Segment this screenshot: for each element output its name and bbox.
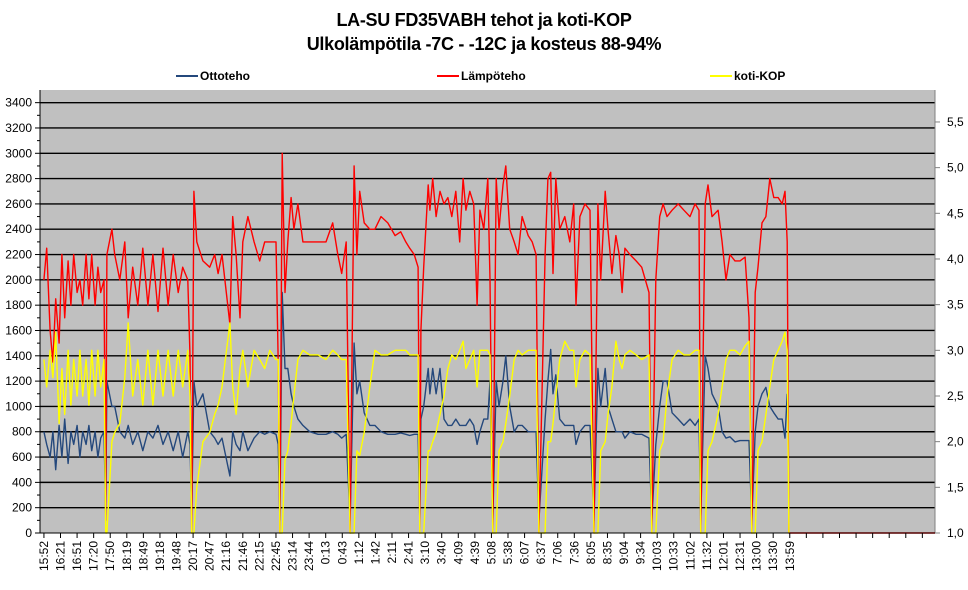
legend-label-koti-kop: koti-KOP xyxy=(734,69,786,83)
y-right-tick-label: 2,0 xyxy=(947,435,964,449)
x-tick-label: 8:35 xyxy=(600,541,614,565)
x-tick-label: 3:10 xyxy=(418,541,432,565)
x-tick-label: 10:03 xyxy=(650,541,664,571)
x-tick-label: 20:47 xyxy=(203,541,217,571)
y-right-tick-label: 1,5 xyxy=(947,480,964,494)
y-left-tick-label: 1400 xyxy=(5,349,32,363)
legend-item-ottoteho: Ottoteho xyxy=(176,69,250,83)
x-tick-label: 23:44 xyxy=(302,541,316,571)
legend-label-lampoteho: Lämpöteho xyxy=(461,69,526,83)
x-tick-label: 12:01 xyxy=(716,541,730,571)
x-tick-label: 15:52 xyxy=(37,541,51,571)
legend-item-lampoteho: Lämpöteho xyxy=(437,69,526,83)
x-tick-label: 10:33 xyxy=(667,541,681,571)
x-tick-label: 7:36 xyxy=(567,541,581,565)
x-tick-label: 3:40 xyxy=(435,541,449,565)
legend-swatch-lampoteho xyxy=(437,75,459,77)
x-tick-label: 20:17 xyxy=(186,541,200,571)
x-tick-label: 17:20 xyxy=(87,541,101,571)
x-tick-label: 22:15 xyxy=(252,541,266,571)
x-tick-label: 5:38 xyxy=(501,541,515,565)
x-tick-label: 8:05 xyxy=(584,541,598,565)
series-line-lampoteho xyxy=(43,152,935,534)
y-left-tick-label: 0 xyxy=(25,526,32,540)
y-left-tick-label: 2000 xyxy=(5,273,32,287)
x-tick-label: 13:30 xyxy=(766,541,780,571)
x-tick-label: 4:39 xyxy=(468,541,482,565)
x-tick-label: 6:37 xyxy=(534,541,548,565)
x-tick-label: 9:34 xyxy=(634,541,648,565)
x-tick-label: 21:46 xyxy=(236,541,250,571)
y-right-tick-label: 4,0 xyxy=(947,252,964,266)
x-tick-label: 1:42 xyxy=(368,541,382,565)
y-left-tick-label: 3000 xyxy=(5,146,32,160)
y-left-tick-label: 2400 xyxy=(5,222,32,236)
x-tick-label: 12:31 xyxy=(733,541,747,571)
y-right-tick-label: 1,0 xyxy=(947,526,964,540)
y-left-tick-label: 800 xyxy=(12,425,32,439)
y-left-tick-label: 1800 xyxy=(5,298,32,312)
x-tick-label: 6:07 xyxy=(518,541,532,565)
y-left-tick-label: 1200 xyxy=(5,374,32,388)
x-tick-label: 5:08 xyxy=(484,541,498,565)
y-left-tick-label: 1600 xyxy=(5,323,32,337)
chart-subtitle: Ulkolämpötila -7C - -12C ja kosteus 88-9… xyxy=(306,34,662,54)
legend-swatch-ottoteho xyxy=(176,75,198,77)
legend-label-ottoteho: Ottoteho xyxy=(200,69,250,83)
x-tick-label: 4:09 xyxy=(451,541,465,565)
x-tick-label: 0:43 xyxy=(335,541,349,565)
y-right-tick-label: 4,5 xyxy=(947,206,964,220)
x-tick-label: 21:16 xyxy=(219,541,233,571)
y-right-tick-label: 3,5 xyxy=(947,298,964,312)
x-tick-label: 19:48 xyxy=(170,541,184,571)
x-tick-label: 18:19 xyxy=(120,541,134,571)
y-left-tick-label: 400 xyxy=(12,475,32,489)
x-tick-label: 7:06 xyxy=(551,541,565,565)
x-tick-label: 18:49 xyxy=(136,541,150,571)
y-left-tick-label: 2200 xyxy=(5,248,32,262)
series-line-ottoteho xyxy=(43,291,788,521)
x-tick-label: 17:50 xyxy=(103,541,117,571)
y-left-tick-label: 1000 xyxy=(5,399,32,413)
x-tick-label: 0:13 xyxy=(319,541,333,565)
y-left-tick-label: 3400 xyxy=(5,96,32,110)
x-tick-label: 13:59 xyxy=(783,541,797,571)
y-right-tick-label: 3,0 xyxy=(947,343,964,357)
legend-item-koti-kop: koti-KOP xyxy=(710,69,785,83)
x-tick-label: 19:18 xyxy=(153,541,167,571)
chart-title: LA-SU FD35VABH tehot ja koti-KOP xyxy=(336,10,632,30)
y-left-tick-label: 200 xyxy=(12,501,32,515)
x-tick-label: 23:14 xyxy=(286,541,300,571)
x-tick-label: 1:12 xyxy=(352,541,366,565)
legend-swatch-koti-kop xyxy=(710,75,732,77)
x-tick-label: 11:32 xyxy=(700,541,714,570)
x-tick-label: 2:11 xyxy=(385,541,399,564)
plot-area xyxy=(40,90,935,533)
x-tick-label: 13:00 xyxy=(750,541,764,571)
x-tick-label: 11:02 xyxy=(683,541,697,570)
x-tick-label: 16:51 xyxy=(70,541,84,571)
y-right-tick-label: 2,5 xyxy=(947,389,964,403)
x-tick-label: 16:21 xyxy=(54,541,68,571)
y-left-tick-label: 2800 xyxy=(5,172,32,186)
y-left-tick-label: 3200 xyxy=(5,121,32,135)
y-left-tick-label: 600 xyxy=(12,450,32,464)
x-tick-label: 9:04 xyxy=(617,541,631,565)
x-tick-label: 22:45 xyxy=(269,541,283,571)
series-line-koti-kop xyxy=(43,322,790,534)
y-left-tick-label: 2600 xyxy=(5,197,32,211)
y-right-tick-label: 5,5 xyxy=(947,115,964,129)
x-tick-label: 2:41 xyxy=(402,541,416,565)
y-right-tick-label: 5,0 xyxy=(947,161,964,175)
